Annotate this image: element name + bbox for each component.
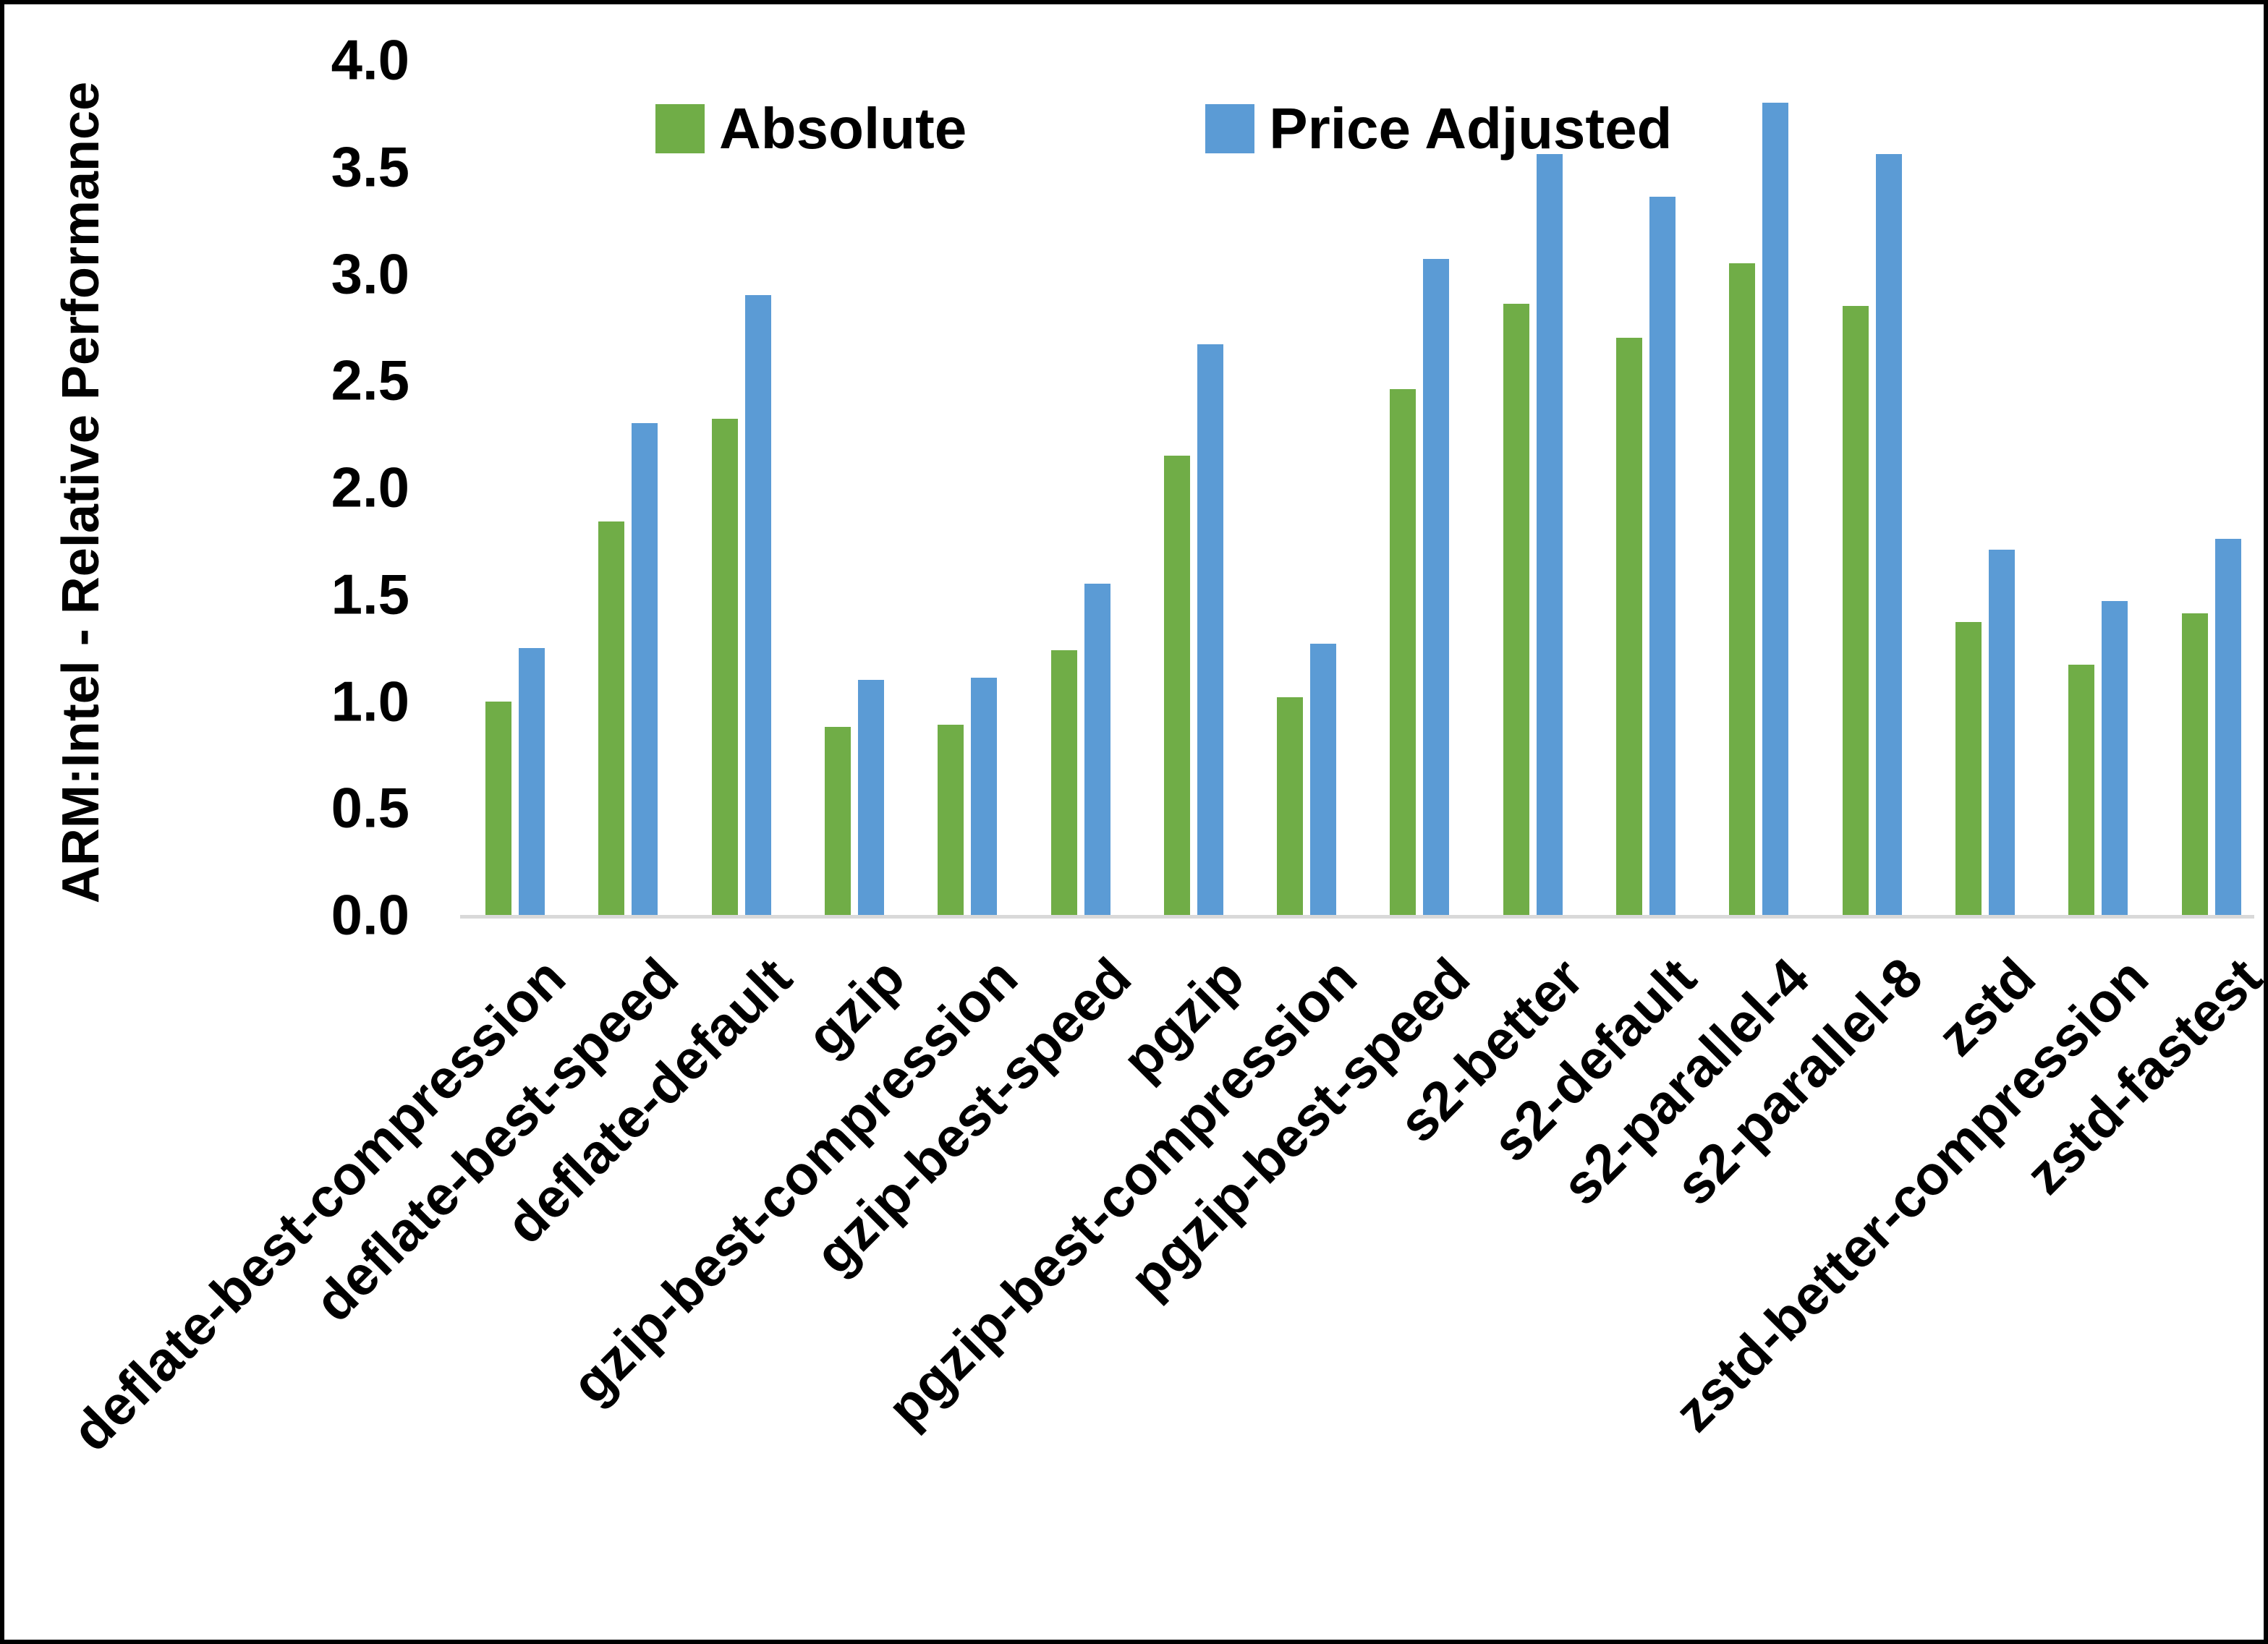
bar-absolute-gzip: [824, 726, 851, 915]
plot-area: 0.0 0.5 1.0 1.5 2.0 2.5 3.0 3.5 4.0: [331, 28, 2254, 947]
bar-absolute-s2-default: [1616, 338, 1642, 915]
y-tick-label: 4.0: [331, 27, 409, 92]
bar-price-adjusted-zstd: [1988, 549, 2015, 915]
legend-label-absolute: Absolute: [719, 96, 967, 161]
bar-price-adjusted-s2-parallel-4: [1762, 103, 1789, 915]
y-tick-label: 1.5: [331, 562, 409, 626]
y-tick-label: 3.0: [331, 242, 409, 305]
bar-absolute-s2-better: [1503, 303, 1529, 915]
bar-price-adjusted-s2-parallel-8: [1875, 154, 1902, 915]
legend-color-swatch-absolute: [655, 104, 705, 153]
bar-absolute-pgzip-best-speed: [1390, 389, 1417, 915]
bar-price-adjusted-deflate-default: [744, 295, 771, 915]
bar-price-adjusted-pgzip-best-compression: [1310, 643, 1337, 915]
bar-price-adjusted-deflate-best-compression: [519, 647, 545, 915]
bar-price-adjusted-zstd-fastest: [2214, 538, 2241, 915]
bar-absolute-deflate-best-speed: [598, 521, 625, 915]
y-tick-label: 0.5: [331, 775, 409, 840]
legend-item-absolute: Absolute: [655, 95, 967, 162]
bar-absolute-zstd-better-compression: [2068, 665, 2095, 915]
y-tick-label: 1.0: [331, 669, 409, 733]
bar-absolute-deflate-default: [711, 419, 738, 915]
bar-absolute-deflate-best-compression: [485, 701, 511, 915]
y-tick-label: 2.0: [331, 455, 409, 519]
y-tick-label: 2.5: [331, 348, 409, 412]
bar-price-adjusted-deflate-best-speed: [632, 423, 658, 915]
legend-label-price-adjusted: Price Adjusted: [1269, 96, 1673, 161]
bar-price-adjusted-pgzip: [1197, 344, 1223, 915]
legend: Absolute Price Adjusted: [655, 95, 1672, 162]
bar-price-adjusted-s2-better: [1536, 154, 1563, 915]
y-axis-title: ARM:Intel - Relative Performance: [52, 81, 110, 904]
legend-color-swatch-price-adjusted: [1205, 104, 1255, 153]
bar-price-adjusted-zstd-better-compression: [2102, 600, 2128, 915]
bar-absolute-s2-parallel-4: [1729, 263, 1756, 915]
bar-absolute-zstd: [1955, 622, 1982, 915]
bar-price-adjusted-gzip: [857, 679, 884, 915]
legend-item-price-adjusted: Price Adjusted: [1205, 95, 1672, 162]
bar-absolute-gzip-best-compression: [938, 725, 964, 915]
bar-price-adjusted-pgzip-best-speed: [1423, 258, 1450, 915]
bar-absolute-s2-parallel-8: [1842, 305, 1869, 915]
bar-price-adjusted-s2-default: [1649, 197, 1675, 915]
bar-price-adjusted-gzip-best-compression: [971, 678, 998, 915]
bar-absolute-pgzip: [1163, 455, 1190, 915]
bar-absolute-gzip-best-speed: [1050, 649, 1077, 915]
bar-absolute-zstd-fastest: [2181, 613, 2208, 915]
y-tick-label: 3.5: [331, 135, 409, 199]
bar-price-adjusted-gzip-best-speed: [1084, 583, 1110, 915]
y-tick-label: 0.0: [331, 882, 409, 947]
bar-absolute-pgzip-best-compression: [1277, 697, 1304, 915]
